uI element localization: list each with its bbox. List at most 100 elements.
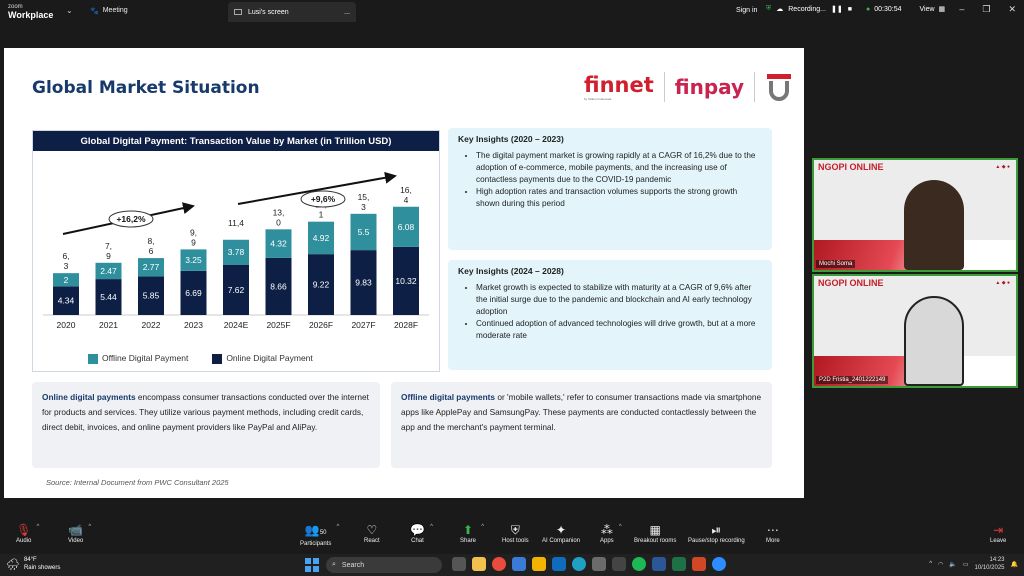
offline-payment-description: Offline digital payments or 'mobile wall… bbox=[391, 382, 772, 468]
app-icon[interactable] bbox=[592, 557, 606, 571]
data-label-offline: 2.47 bbox=[100, 266, 117, 276]
grid-icon[interactable]: ▦ bbox=[938, 6, 946, 13]
windows-start-icon[interactable] bbox=[305, 558, 319, 572]
participant-video-2[interactable]: NGOPI ONLINE ▲ ◆ ● P2D Fristia_240122214… bbox=[812, 274, 1018, 388]
bar-online bbox=[138, 276, 164, 315]
store-icon[interactable] bbox=[512, 557, 526, 571]
participant-person bbox=[904, 296, 964, 386]
share-button[interactable]: ⬆ Share ^ bbox=[460, 523, 485, 544]
clock-icon: ● bbox=[866, 5, 871, 13]
more-button[interactable]: ⋯ More bbox=[766, 523, 780, 544]
participant-video-1[interactable]: NGOPI ONLINE ▲ ◆ ● Mochi Soma bbox=[812, 158, 1018, 272]
total-label: 3 bbox=[361, 202, 366, 212]
chat-button[interactable]: 💬 Chat ^ bbox=[410, 523, 433, 544]
notification-icon[interactable]: 🔔 bbox=[1010, 561, 1018, 568]
screen-share-tab[interactable]: Lusi's screen ... bbox=[228, 2, 356, 22]
mail-icon[interactable] bbox=[552, 557, 566, 571]
video-button[interactable]: 📹 Video ^ bbox=[68, 523, 92, 544]
chevron-up-icon[interactable]: ^ bbox=[88, 524, 92, 530]
meeting-menu[interactable]: 🐾 Meeting bbox=[90, 7, 128, 15]
chart-legend: Offline Digital Payment Online Digital P… bbox=[88, 353, 313, 364]
sign-in-link[interactable]: Sign in bbox=[736, 7, 758, 14]
exit-icon: ⇥ bbox=[993, 523, 1004, 537]
breakout-rooms-button[interactable]: ▦ Breakout rooms bbox=[634, 523, 677, 544]
total-label: 0 bbox=[276, 217, 281, 227]
total-label: 6 bbox=[149, 246, 154, 256]
grid-icon: ▦ bbox=[649, 523, 661, 537]
taskbar-search[interactable]: ⌕ Search bbox=[326, 557, 442, 573]
ai-companion-button[interactable]: ✦ AI Companion bbox=[542, 523, 581, 544]
tab-menu-icon[interactable]: ... bbox=[344, 8, 350, 16]
word-icon[interactable] bbox=[652, 557, 666, 571]
restore-icon[interactable]: ❐ bbox=[982, 4, 991, 14]
pause-recording-button[interactable]: ⏯ Pause/stop recording bbox=[688, 523, 745, 544]
stop-icon[interactable]: ■ bbox=[847, 5, 852, 13]
x-tick-label: 2023 bbox=[184, 320, 203, 330]
slide-title: Global Market Situation bbox=[32, 78, 260, 98]
clock[interactable]: 14:23 10/10/2025 bbox=[974, 557, 1005, 571]
participants-button[interactable]: 👥50 Participants ^ bbox=[300, 523, 340, 547]
meeting-toolbar: 🎙 Audio ^ 📹 Video ^ 👥50 Participants ^ ♡ React … bbox=[0, 520, 1024, 554]
chrome-icon[interactable] bbox=[492, 557, 506, 571]
security-icon[interactable] bbox=[612, 557, 626, 571]
close-icon[interactable]: ✕ bbox=[1008, 4, 1016, 14]
bar-offline bbox=[308, 221, 334, 255]
zoom-icon[interactable] bbox=[712, 557, 726, 571]
insights-2024-2028: Key Insights (2024 – 2028) Market growth… bbox=[448, 260, 772, 370]
chevron-up-icon[interactable]: ^ bbox=[481, 524, 485, 530]
apps-button[interactable]: ⁂ Apps ^ bbox=[600, 523, 622, 544]
total-label: 8, bbox=[147, 236, 154, 246]
edge-icon[interactable] bbox=[572, 557, 586, 571]
task-view-icon[interactable] bbox=[452, 557, 466, 571]
data-label-online: 9.22 bbox=[313, 280, 330, 290]
data-label-offline: 2 bbox=[64, 275, 69, 285]
minimize-icon[interactable]: – bbox=[959, 4, 965, 14]
chevron-up-icon[interactable]: ^ bbox=[36, 524, 40, 530]
bar-offline bbox=[138, 258, 164, 277]
pause-icon[interactable]: ❚❚ bbox=[831, 6, 843, 13]
host-tools-button[interactable]: ⛨ Host tools bbox=[502, 523, 529, 544]
spotify-icon[interactable] bbox=[632, 557, 646, 571]
chart-panel: Global Digital Payment: Transaction Valu… bbox=[32, 130, 440, 372]
data-label-offline: 3.25 bbox=[185, 255, 202, 265]
chevron-up-icon[interactable]: ^ bbox=[618, 524, 622, 530]
wifi-icon[interactable]: ◠ bbox=[938, 561, 944, 568]
chevron-up-icon[interactable]: ^ bbox=[929, 561, 933, 567]
leave-button[interactable]: ⇥ Leave bbox=[990, 523, 1007, 544]
weather-widget[interactable]: 🌧 84°F Rain showers bbox=[6, 557, 61, 571]
telkom-logo-mark bbox=[767, 74, 792, 101]
react-button[interactable]: ♡ React bbox=[364, 523, 380, 544]
microphone-muted-icon: 🎙 bbox=[16, 523, 32, 537]
windows-taskbar: 🌧 84°F Rain showers ⌕ Search ^ ◠ 🔈 ▭ 14:23… bbox=[0, 554, 1024, 576]
telkom-logo bbox=[765, 72, 793, 102]
participant-name: Mochi Soma bbox=[816, 260, 856, 268]
bar-online bbox=[350, 250, 377, 315]
view-button[interactable]: View bbox=[919, 5, 935, 13]
chevron-up-icon[interactable]: ^ bbox=[430, 524, 433, 530]
recording-indicator: ⛨ ☁ Recording... ❚❚ ■ bbox=[766, 5, 852, 13]
cagr-bubble-1 bbox=[108, 210, 154, 228]
bar-offline bbox=[95, 262, 122, 280]
chevron-up-icon[interactable]: ^ bbox=[336, 524, 340, 530]
data-label-online: 8.66 bbox=[270, 281, 287, 291]
bar-online bbox=[308, 254, 334, 315]
bar-offline bbox=[223, 239, 249, 265]
paw-icon: 🐾 bbox=[90, 8, 99, 15]
powerpoint-icon[interactable] bbox=[692, 557, 706, 571]
chevron-down-icon[interactable]: ⌄ bbox=[66, 6, 73, 15]
x-tick-label: 2028F bbox=[394, 320, 418, 330]
audio-button[interactable]: 🎙 Audio ^ bbox=[16, 523, 40, 544]
participant-name: P2D Fristia_2401222149 bbox=[816, 376, 889, 384]
bar-online bbox=[393, 246, 419, 315]
excel-icon[interactable] bbox=[672, 557, 686, 571]
battery-icon[interactable]: ▭ bbox=[962, 561, 969, 568]
legend-swatch bbox=[212, 353, 223, 364]
data-label-online: 5.44 bbox=[100, 292, 117, 302]
data-label-online: 6.69 bbox=[185, 288, 202, 298]
data-label-offline: 4.92 bbox=[313, 233, 330, 243]
data-label-offline: 6.08 bbox=[398, 222, 415, 232]
title-bar: zoom Workplace ⌄ 🐾 Meeting Lusi's screen … bbox=[0, 0, 1024, 24]
explorer-icon[interactable] bbox=[532, 557, 546, 571]
speaker-icon[interactable]: 🔈 bbox=[949, 561, 957, 568]
file-explorer-icon[interactable] bbox=[472, 557, 486, 571]
